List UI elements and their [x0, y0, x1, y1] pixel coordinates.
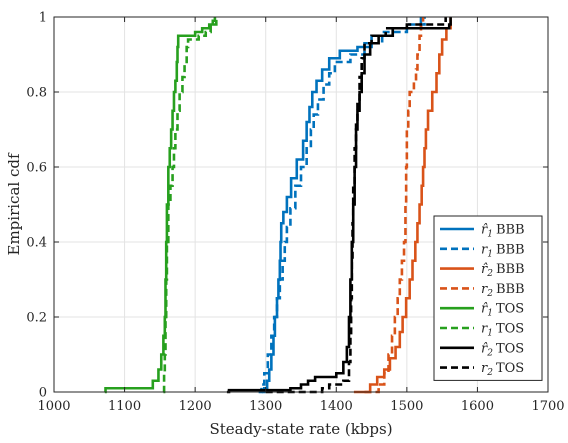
series-lines	[104, 17, 452, 394]
y-axis-label: Empirical cdf	[5, 152, 23, 255]
x-axis-label: Steady-state rate (kbps)	[209, 420, 392, 438]
x-tick-label: 1700	[531, 399, 564, 414]
x-tick-label: 1400	[320, 399, 353, 414]
x-tick-label: 1000	[37, 399, 70, 414]
ticks: 1000 1100 1200 1300 1400 1500 1600 1700 0 0.2 0.4 0…	[26, 11, 564, 415]
series-line-6	[226, 17, 452, 394]
x-tick-label: 1500	[390, 399, 423, 414]
legend-entry: r̂2 TOS	[481, 341, 524, 358]
x-tick-label: 1200	[179, 399, 212, 414]
legend-entry: r1 BBB	[481, 242, 525, 259]
series-line-3	[364, 17, 425, 394]
y-tick-label: 0.2	[26, 311, 47, 326]
series-line-4	[104, 17, 217, 394]
series-line-2	[353, 17, 452, 394]
x-tick-label: 1100	[108, 399, 141, 414]
legend-box	[433, 215, 543, 381]
y-tick-label: 0.6	[26, 161, 47, 176]
y-tick-label: 0.8	[26, 86, 47, 101]
series-line-0	[262, 17, 423, 394]
legend-entry: r̂2 BBB	[481, 262, 525, 279]
legend-entry: r̂1 TOS	[481, 302, 524, 319]
y-tick-label: 0	[39, 386, 47, 401]
legend: r̂1 BBB r1 BBB r̂2 BBB r2 BBB r̂1 TOS r1 TOS r̂2 TOS r…	[433, 215, 543, 381]
series-line-1	[258, 17, 426, 394]
series-line-7	[265, 17, 447, 394]
legend-entry: r̂1 BBB	[481, 223, 525, 240]
x-tick-label: 1300	[249, 399, 282, 414]
y-tick-label: 1	[39, 11, 47, 26]
series-line-5	[162, 17, 218, 394]
legend-entry: r1 TOS	[481, 322, 524, 339]
plot-frame	[53, 16, 549, 393]
legend-entry: r2 BBB	[481, 282, 525, 299]
y-tick-label: 0.4	[26, 236, 47, 251]
x-tick-label: 1600	[461, 399, 494, 414]
legend-entry: r2 TOS	[481, 361, 524, 378]
